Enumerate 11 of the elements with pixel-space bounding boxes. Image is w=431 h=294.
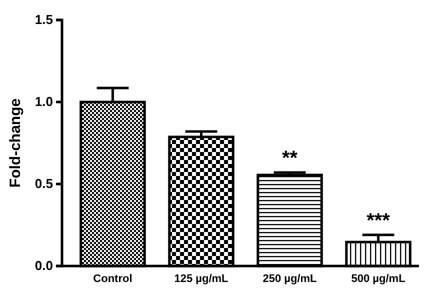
y-axis-title: Fold-change (7, 98, 24, 188)
y-tick-label: 1.5 (34, 12, 53, 28)
y-tick-label: 0.0 (34, 258, 53, 274)
y-tick-label: 0.5 (34, 176, 53, 192)
annotation: *** (366, 210, 390, 232)
x-tick-label: Control (93, 272, 132, 285)
y-tick-label: 1.0 (34, 94, 53, 110)
x-tick-label: 500 µg/mL (351, 272, 406, 285)
x-tick-label: 250 µg/mL (262, 272, 318, 285)
x-tick-label: 125 µg/mL (174, 272, 229, 285)
annotation: ** (282, 148, 298, 170)
